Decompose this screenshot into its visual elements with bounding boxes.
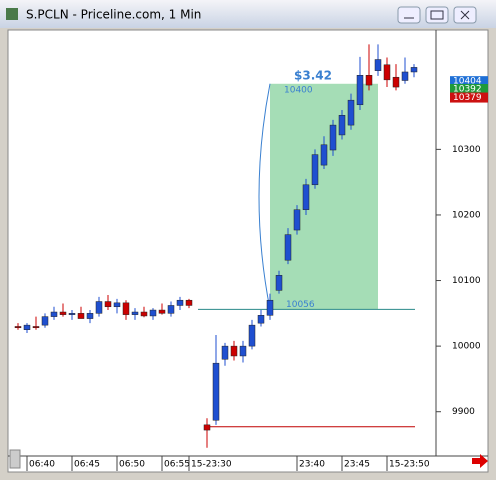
candle-body	[104, 301, 112, 308]
candle-body	[320, 144, 328, 166]
candle-body	[347, 99, 355, 126]
candle-body	[176, 299, 184, 306]
range-box	[270, 83, 378, 310]
y-tick-label: 10200	[452, 210, 481, 220]
x-tick-label: 06:45	[74, 460, 100, 470]
x-tick-label: 06:50	[119, 460, 145, 470]
candle-body	[392, 76, 400, 88]
window-title: S.PCLN - Priceline.com, 1 Min	[26, 8, 201, 22]
candle-body	[266, 299, 274, 316]
candle-body	[32, 326, 40, 329]
range-high-label: 10400	[284, 85, 313, 95]
candle-body	[131, 311, 139, 315]
x-tick-label: 15-23:30	[191, 460, 232, 470]
candle-body	[50, 311, 58, 317]
price-marker-label: 10404	[453, 77, 482, 87]
maximize-button[interactable]	[425, 6, 449, 24]
candle-body	[95, 301, 103, 314]
candle-body	[293, 209, 301, 231]
window-button-glyphs	[404, 10, 470, 20]
scroll-thumb[interactable]	[9, 449, 21, 469]
x-tick-label: 06:55	[164, 460, 190, 470]
range-label: $3.42	[294, 68, 332, 82]
app-icon	[6, 8, 18, 20]
price-marker	[450, 84, 488, 95]
candle-body	[284, 234, 292, 261]
candle-body	[356, 75, 364, 106]
candle-body	[59, 311, 67, 315]
candle-body	[86, 313, 94, 319]
candle-body	[140, 311, 148, 317]
candle-body	[257, 315, 265, 324]
candle-body	[365, 75, 373, 86]
candle-body	[41, 316, 49, 326]
candle-body	[410, 67, 418, 73]
x-tick-label: 06:40	[29, 460, 55, 470]
candle-body	[212, 362, 220, 421]
candle-body	[221, 345, 229, 360]
range-bracket	[258, 83, 271, 310]
candle-body	[14, 326, 22, 329]
candle-body	[122, 302, 130, 315]
candle-body	[338, 115, 346, 136]
candle-body	[275, 275, 283, 291]
candle-body	[248, 324, 256, 347]
candle-body	[68, 313, 76, 315]
x-tick-label: 23:40	[299, 460, 325, 470]
candle-body	[23, 324, 31, 330]
y-tick-label: 10100	[452, 276, 481, 286]
candle-body	[77, 313, 85, 319]
candle-body	[113, 302, 121, 308]
candle-body	[185, 299, 193, 306]
price-marker	[450, 92, 488, 103]
candle-body	[374, 59, 382, 71]
candle-body	[329, 124, 337, 151]
chart-area	[7, 29, 489, 473]
range-low-label: 10056	[286, 300, 315, 310]
candle-body	[167, 305, 175, 314]
candle-body	[383, 64, 391, 81]
y-tick-label: 10000	[452, 342, 481, 352]
candle-body	[239, 345, 247, 357]
y-tick-label: 10300	[452, 145, 481, 155]
scroll-right-arrow[interactable]	[472, 454, 488, 468]
y-tick-label: 9900	[452, 407, 475, 417]
price-marker	[450, 76, 488, 87]
candle-body	[149, 309, 157, 317]
candle-body	[203, 424, 211, 431]
x-tick-label: 23:45	[344, 460, 370, 470]
candle-body	[158, 309, 166, 314]
price-marker-label: 10379	[453, 93, 482, 103]
candle-body	[230, 345, 238, 357]
candle-body	[302, 184, 310, 210]
candle-body	[311, 154, 319, 186]
x-tick-label: 15-23:50	[389, 460, 430, 470]
candle-body	[401, 71, 409, 81]
minimize-button[interactable]	[397, 6, 421, 24]
price-marker-label: 10392	[453, 85, 482, 95]
